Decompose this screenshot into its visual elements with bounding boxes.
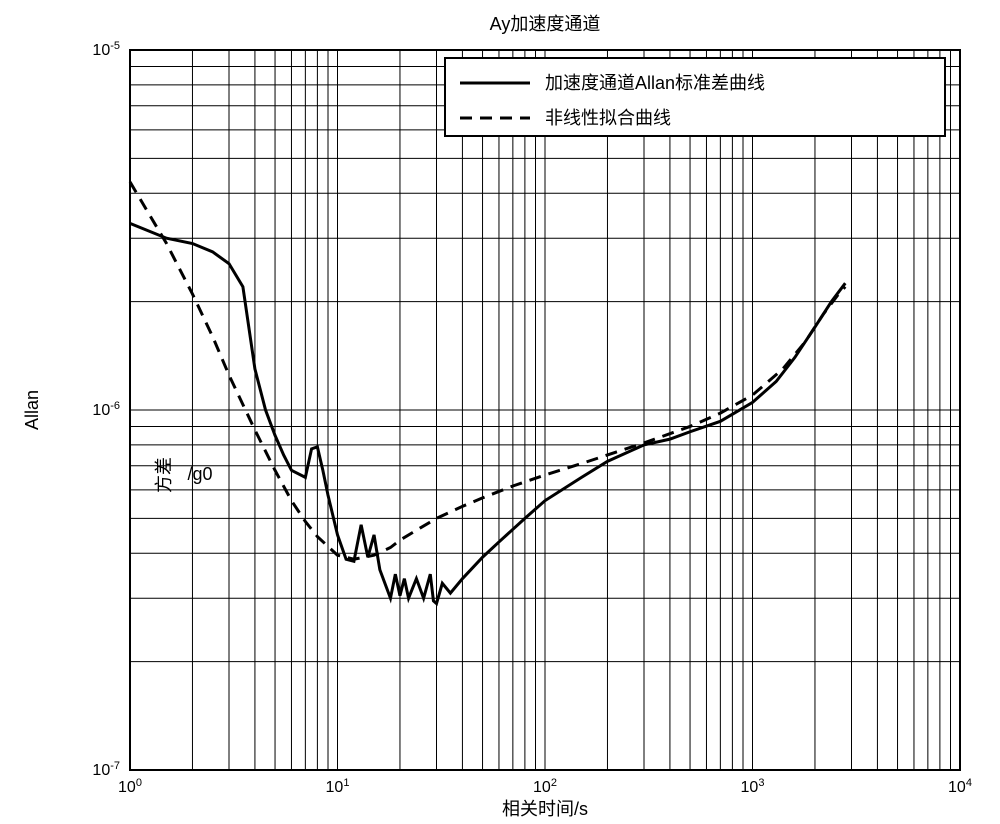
chart-container: Ay加速度通道 100 101 102 103 104 10-7 10-6 10-5 相关时… xyxy=(0,0,1000,824)
svg-text:104: 104 xyxy=(948,777,972,796)
y-axis-label-sub2: /g0 xyxy=(187,464,212,484)
y-tick-labels: 10-7 10-6 10-5 xyxy=(92,40,120,779)
y-axis-label-main: Allan xyxy=(22,390,42,430)
series-solid xyxy=(130,223,845,603)
svg-text:103: 103 xyxy=(741,777,765,796)
grid-lines xyxy=(130,50,960,770)
y-axis-label-sub1: 方差 xyxy=(154,457,174,493)
legend: 加速度通道Allan标准差曲线非线性拟合曲线 xyxy=(445,58,945,136)
svg-text:101: 101 xyxy=(326,777,350,796)
data-curves xyxy=(130,182,845,604)
svg-text:102: 102 xyxy=(533,777,557,796)
chart-title: Ay加速度通道 xyxy=(490,14,601,34)
svg-text:10-7: 10-7 xyxy=(92,760,120,779)
x-tick-labels: 100 101 102 103 104 xyxy=(118,777,972,796)
svg-text:非线性拟合曲线: 非线性拟合曲线 xyxy=(545,108,671,128)
x-axis-label: 相关时间/s xyxy=(502,799,588,819)
chart-svg: Ay加速度通道 100 101 102 103 104 10-7 10-6 10-5 相关时… xyxy=(0,0,1000,824)
svg-text:100: 100 xyxy=(118,777,142,796)
svg-text:10-5: 10-5 xyxy=(92,40,120,59)
svg-text:加速度通道Allan标准差曲线: 加速度通道Allan标准差曲线 xyxy=(545,73,765,93)
svg-text:10-6: 10-6 xyxy=(92,400,120,419)
